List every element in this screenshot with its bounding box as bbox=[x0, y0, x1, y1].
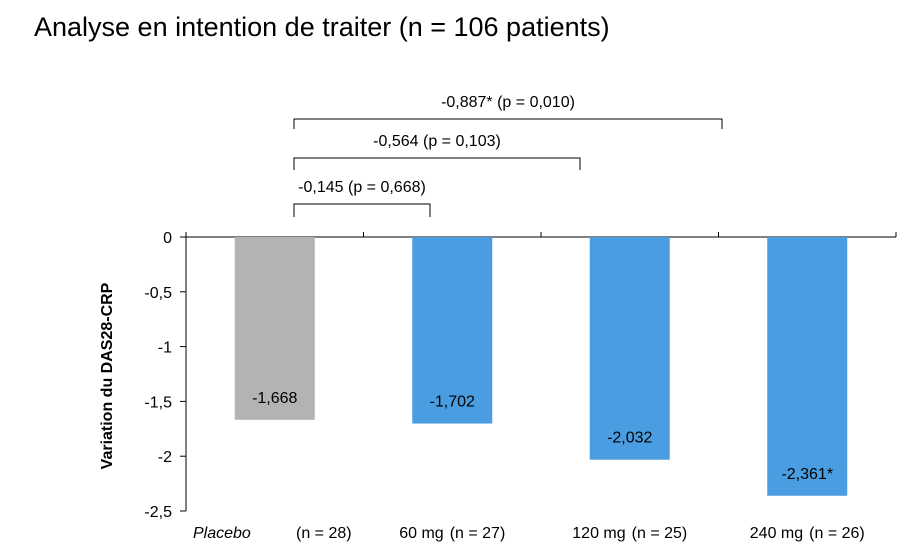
category-n-label: (n = 27) bbox=[450, 525, 506, 542]
y-tick-label: -2,5 bbox=[144, 504, 172, 521]
comparison-bracket bbox=[293, 157, 581, 170]
comparison-label: -0,145 (p = 0,668) bbox=[298, 179, 426, 196]
axes: 0 -0,5 -1 -1,5 -2 -2,5 Placebo (n = 28) 60 mg (n … bbox=[144, 230, 897, 542]
comparison-brackets: -0,145 (p = 0,668) -0,564 (p = 0,103) -0,8… bbox=[293, 94, 723, 217]
bar bbox=[767, 237, 848, 496]
y-tick-label: -1,5 bbox=[144, 394, 172, 411]
bar bbox=[589, 237, 670, 460]
y-tick-label: -1 bbox=[158, 340, 172, 357]
bar bbox=[412, 237, 493, 424]
comparison-bracket bbox=[293, 118, 723, 129]
y-axis-title: Variation du DAS28-CRP bbox=[99, 282, 116, 469]
category-label: 120 mg bbox=[572, 525, 625, 542]
category-label: Placebo bbox=[193, 525, 251, 542]
category-n-label: (n = 28) bbox=[296, 525, 352, 542]
chart-title: Analyse en intention de traiter (n = 106… bbox=[34, 12, 610, 42]
comparison-bracket bbox=[293, 203, 431, 217]
bar-value-label: -1,668 bbox=[252, 390, 297, 407]
category-label: 240 mg bbox=[750, 525, 803, 542]
category-n-label: (n = 26) bbox=[809, 525, 865, 542]
bars: -1,668 -1,702 -2,032 -2,361* bbox=[234, 237, 848, 496]
bar bbox=[234, 237, 315, 420]
comparison-label: -0,564 (p = 0,103) bbox=[373, 133, 501, 150]
bar-value-label: -2,361* bbox=[781, 466, 833, 483]
comparison-label: -0,887* (p = 0,010) bbox=[441, 94, 575, 111]
category-n-label: (n = 25) bbox=[632, 525, 688, 542]
y-tick-label: -2 bbox=[158, 449, 172, 466]
category-label: 60 mg bbox=[399, 525, 443, 542]
bar-value-label: -2,032 bbox=[607, 430, 652, 447]
y-tick-label: -0,5 bbox=[144, 285, 172, 302]
bar-value-label: -1,702 bbox=[430, 394, 475, 411]
y-tick-label: 0 bbox=[163, 230, 172, 247]
